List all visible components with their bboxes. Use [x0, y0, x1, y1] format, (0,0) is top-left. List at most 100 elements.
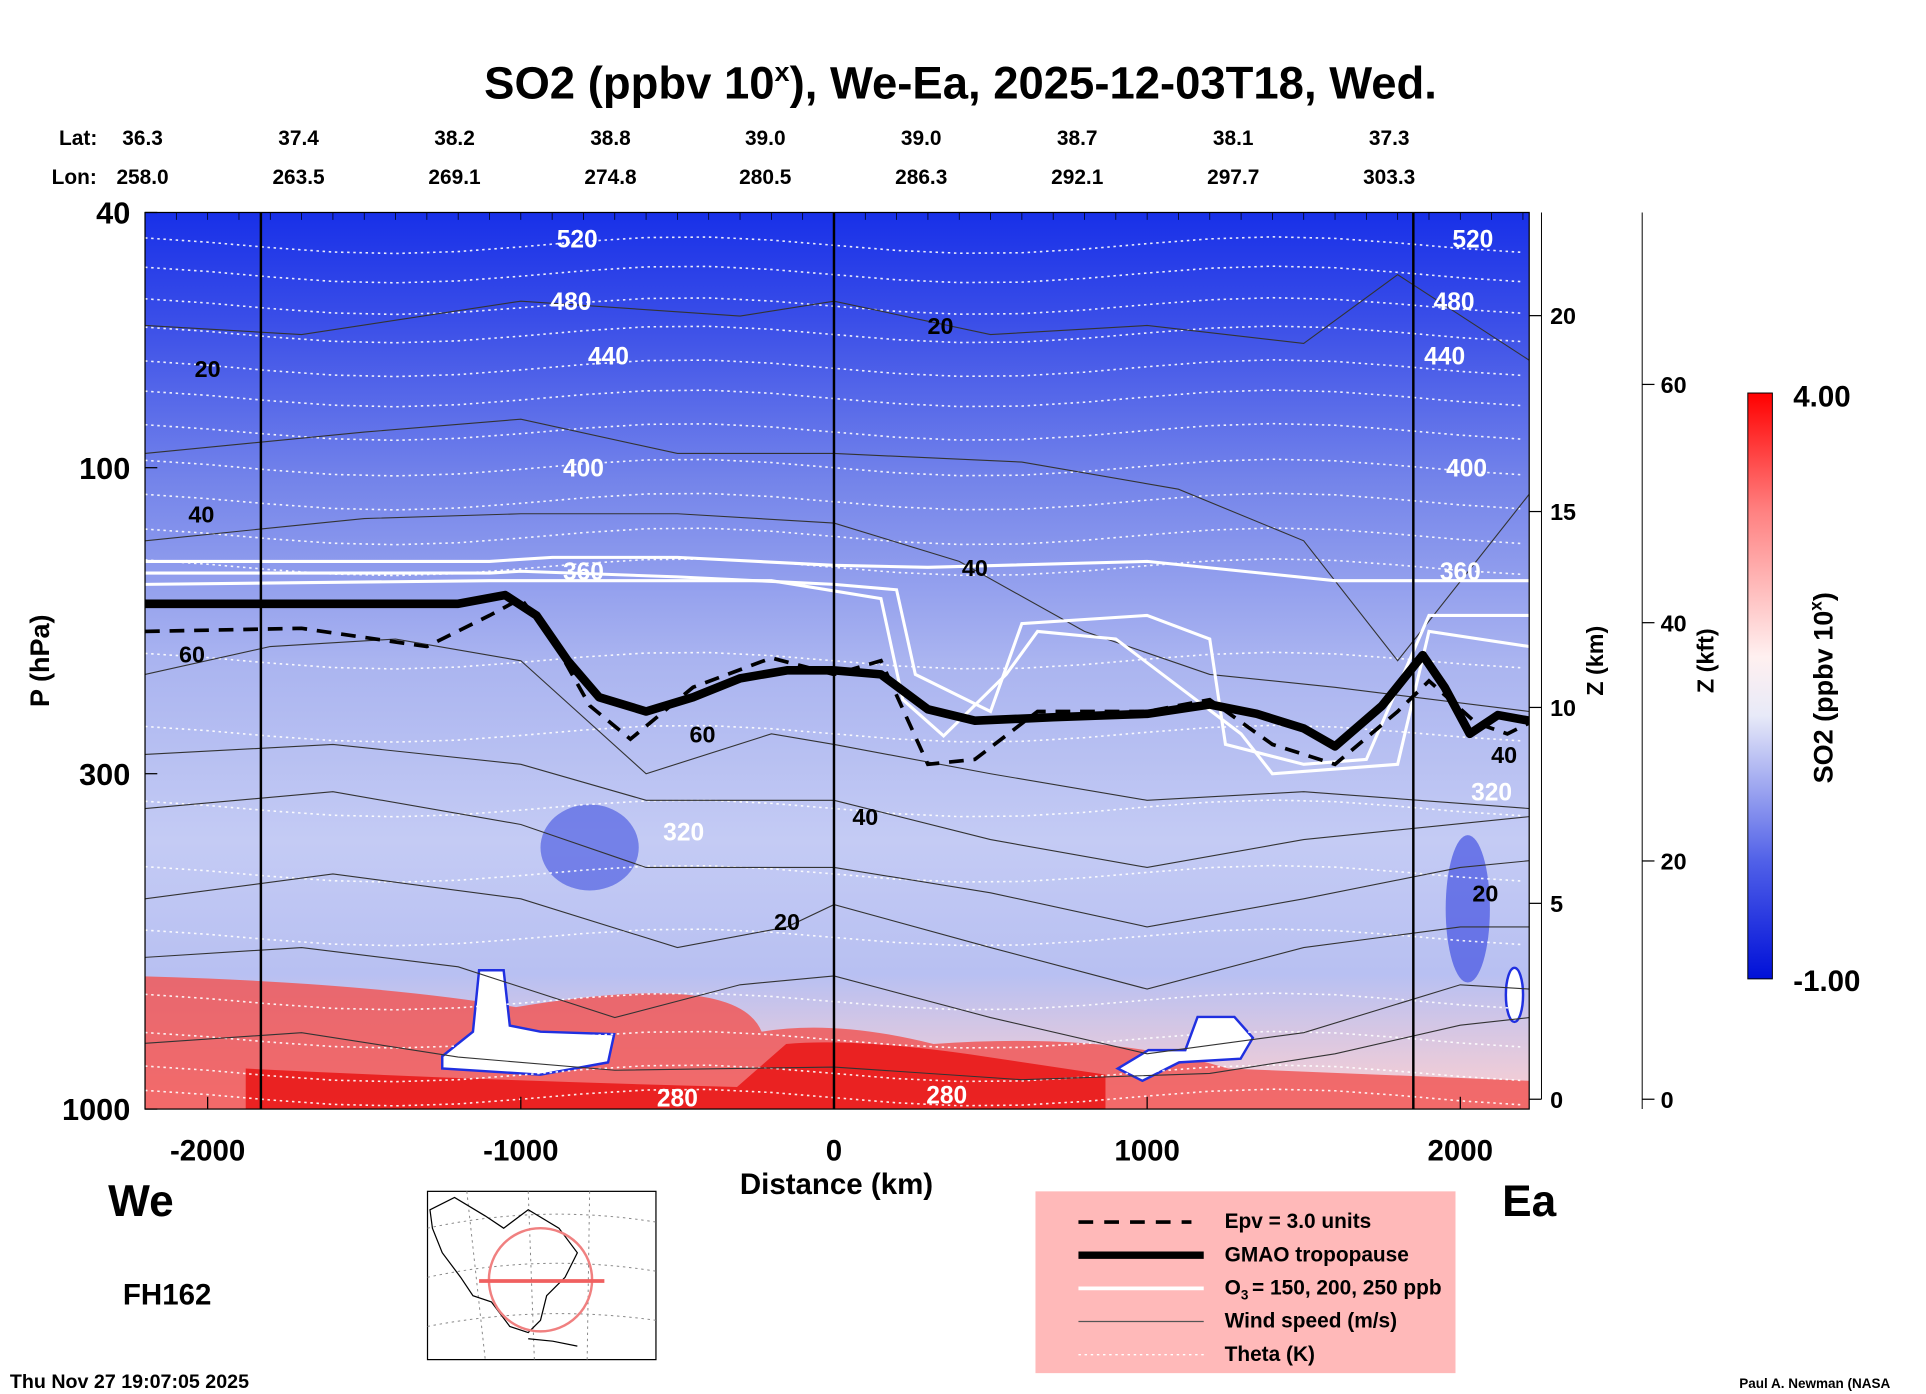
theta-contour	[145, 492, 1523, 511]
lat-value: 39.0	[745, 127, 786, 150]
lat-value: 37.3	[1369, 127, 1410, 150]
lon-value: 297.7	[1207, 166, 1259, 189]
wind-speed-contour	[145, 638, 1530, 810]
lon-value: 286.3	[895, 166, 947, 189]
colorbar	[1747, 392, 1773, 980]
x-tick-label: -1000	[483, 1135, 558, 1168]
y-tick-label: 1000	[62, 1092, 130, 1127]
theta-contour	[145, 265, 1523, 284]
lat-value: 36.3	[122, 127, 163, 150]
x-axis-label: Distance (km)	[740, 1168, 933, 1201]
lat-value: 38.2	[434, 127, 475, 150]
theta-contour	[145, 1088, 1523, 1107]
x-tick-label: 2000	[1428, 1135, 1494, 1168]
lat-label: Lat:	[59, 127, 97, 150]
wind-speed-contour	[145, 1017, 1530, 1081]
plot-area: 520 520 480 480 440 440 400 400 360 360 320 320 280 2…	[145, 212, 1530, 1112]
y-tick-label: 300	[79, 757, 130, 792]
theta-contour-label: 320	[663, 820, 704, 847]
theta-contour	[145, 325, 1523, 344]
lat-lon-header: Lat: Lon: 36.3 37.4 38.2 38.8 39.0 39.0 38.7 38.1…	[52, 127, 1416, 189]
theta-contour-label: 360	[1440, 559, 1481, 586]
theta-contour-label: 400	[563, 455, 604, 482]
legend-tropopause-label: GMAO tropopause	[1225, 1243, 1409, 1266]
theta-contour	[145, 296, 1523, 316]
so2-field	[145, 212, 1530, 1110]
lon-value: 274.8	[584, 166, 636, 189]
theta-contour	[145, 992, 1523, 1011]
theta-contour-label: 440	[1424, 344, 1465, 371]
z-km-tick-label: 20	[1550, 303, 1576, 329]
chart-title: SO2 (ppbv 10x), We-Ea, 2025-12-03T18, We…	[484, 57, 1437, 108]
so2-low-patch	[1445, 835, 1490, 983]
theta-contour-label: 480	[1434, 289, 1475, 316]
legend-epv-label: Epv = 3.0 units	[1225, 1210, 1372, 1233]
lon-value: 258.0	[116, 166, 168, 189]
so2-low-patch	[540, 804, 639, 891]
theta-contour	[145, 235, 1523, 255]
theta-contour-label: 360	[563, 559, 604, 586]
z-kft-tick-label: 40	[1661, 610, 1687, 636]
theta-contour	[145, 651, 1523, 670]
forecast-hour: FH162	[123, 1278, 211, 1311]
theta-contour-label: 320	[1471, 779, 1512, 806]
theta-contour	[145, 928, 1523, 947]
theta-contour	[145, 458, 1523, 477]
so2-low-blob	[1504, 966, 1525, 1024]
z-kft-tick-label: 60	[1661, 372, 1687, 398]
theta-contour	[145, 527, 1523, 546]
legend-theta-label: Theta (K)	[1225, 1343, 1315, 1366]
theta-contour	[145, 864, 1523, 884]
lat-value: 37.4	[278, 127, 319, 150]
wind-speed-contour	[145, 513, 1530, 713]
z-kft-tick-label: 20	[1661, 849, 1687, 875]
theta-contour-label: 280	[926, 1082, 967, 1109]
lon-value: 292.1	[1051, 166, 1104, 189]
theta-contour	[145, 799, 1523, 818]
theta-contour-label: 480	[550, 289, 591, 316]
wind-contour-label: 40	[188, 501, 214, 527]
theta-contour-label: 440	[588, 344, 629, 371]
theta-contour	[145, 359, 1523, 378]
legend: Epv = 3.0 units GMAO tropopause O3 = 150,…	[1035, 1191, 1456, 1374]
east-end-label: Ea	[1502, 1177, 1556, 1226]
z-km-tick-label: 10	[1550, 695, 1576, 721]
lon-value: 280.5	[739, 166, 792, 189]
location-map-inset	[426, 1190, 657, 1361]
wind-contour-label: 40	[1491, 742, 1517, 768]
z-km-tick-label: 0	[1550, 1087, 1563, 1113]
y-axis-label: P (hPa)	[25, 614, 55, 707]
ozone-contour	[145, 579, 1530, 776]
z-km-tick-label: 5	[1550, 891, 1563, 917]
lon-label: Lon:	[52, 166, 97, 189]
theta-contour	[145, 389, 1523, 408]
wind-contour-label: 20	[927, 313, 953, 339]
lon-value: 269.1	[428, 166, 481, 189]
lat-value: 38.7	[1057, 127, 1098, 150]
credit: Paul A. Newman (NASA	[1739, 1376, 1890, 1391]
z-kft-axis-label: Z (kft)	[1692, 628, 1718, 693]
z-km-tick-label: 15	[1550, 499, 1576, 525]
plot-frame	[144, 211, 1530, 1110]
coastline-icon	[429, 1196, 579, 1347]
x-tick-label: 0	[826, 1135, 842, 1168]
wind-contour-label: 20	[774, 909, 800, 935]
z-km-axis-label: Z (km)	[1582, 626, 1608, 696]
wind-speed-contour	[145, 791, 1530, 928]
theta-contour	[145, 558, 1523, 577]
theta-contour	[145, 1064, 1523, 1083]
wind-contour-label: 20	[195, 356, 221, 382]
theta-contour-label: 520	[557, 227, 598, 254]
z-kft-tick-label: 0	[1661, 1087, 1674, 1113]
theta-contour-label: 280	[657, 1085, 698, 1112]
colorbar-min-label: -1.00	[1793, 965, 1860, 998]
so2-surface-max	[245, 1042, 1106, 1110]
wind-contour-label: 60	[179, 641, 205, 667]
y-tick-label: 40	[96, 196, 130, 231]
wind-contour-label: 40	[852, 804, 878, 830]
legend-wind-label: Wind speed (m/s)	[1225, 1310, 1398, 1333]
theta-contour	[145, 1030, 1523, 1049]
timestamp: Thu Nov 27 19:07:05 2025	[10, 1371, 249, 1393]
wind-contour-label: 60	[689, 721, 715, 747]
